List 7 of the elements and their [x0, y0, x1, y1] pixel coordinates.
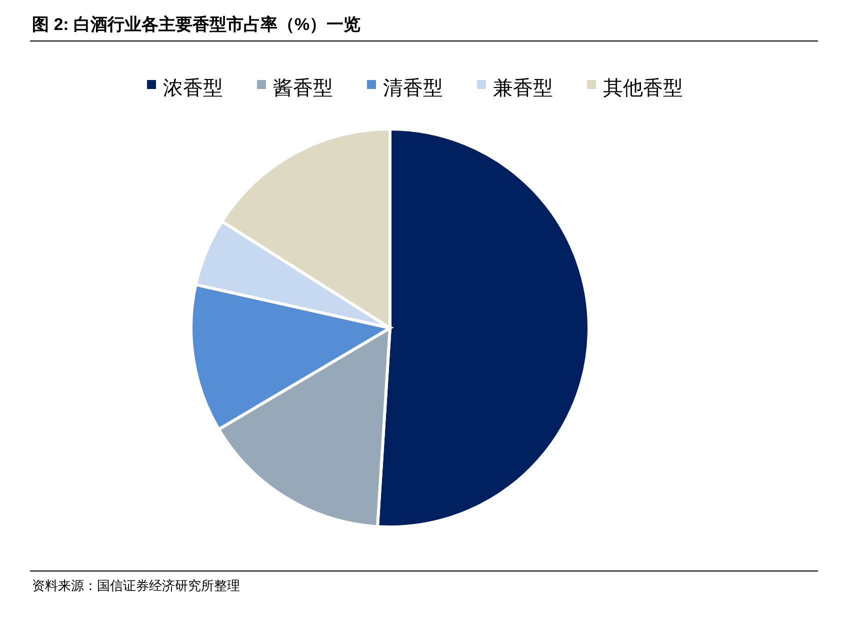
chart-title: 图 2: 白酒行业各主要香型市占率（%）一览: [32, 15, 361, 34]
legend-label: 兼香型: [493, 77, 553, 100]
legend-label: 酱香型: [273, 77, 333, 100]
text: 资料来源：国信证券经济研究所整理: [32, 578, 240, 593]
legend-label: 清香型: [383, 77, 443, 100]
legend-label: 其他香型: [603, 77, 683, 100]
legend-label: 浓香型: [163, 77, 223, 100]
